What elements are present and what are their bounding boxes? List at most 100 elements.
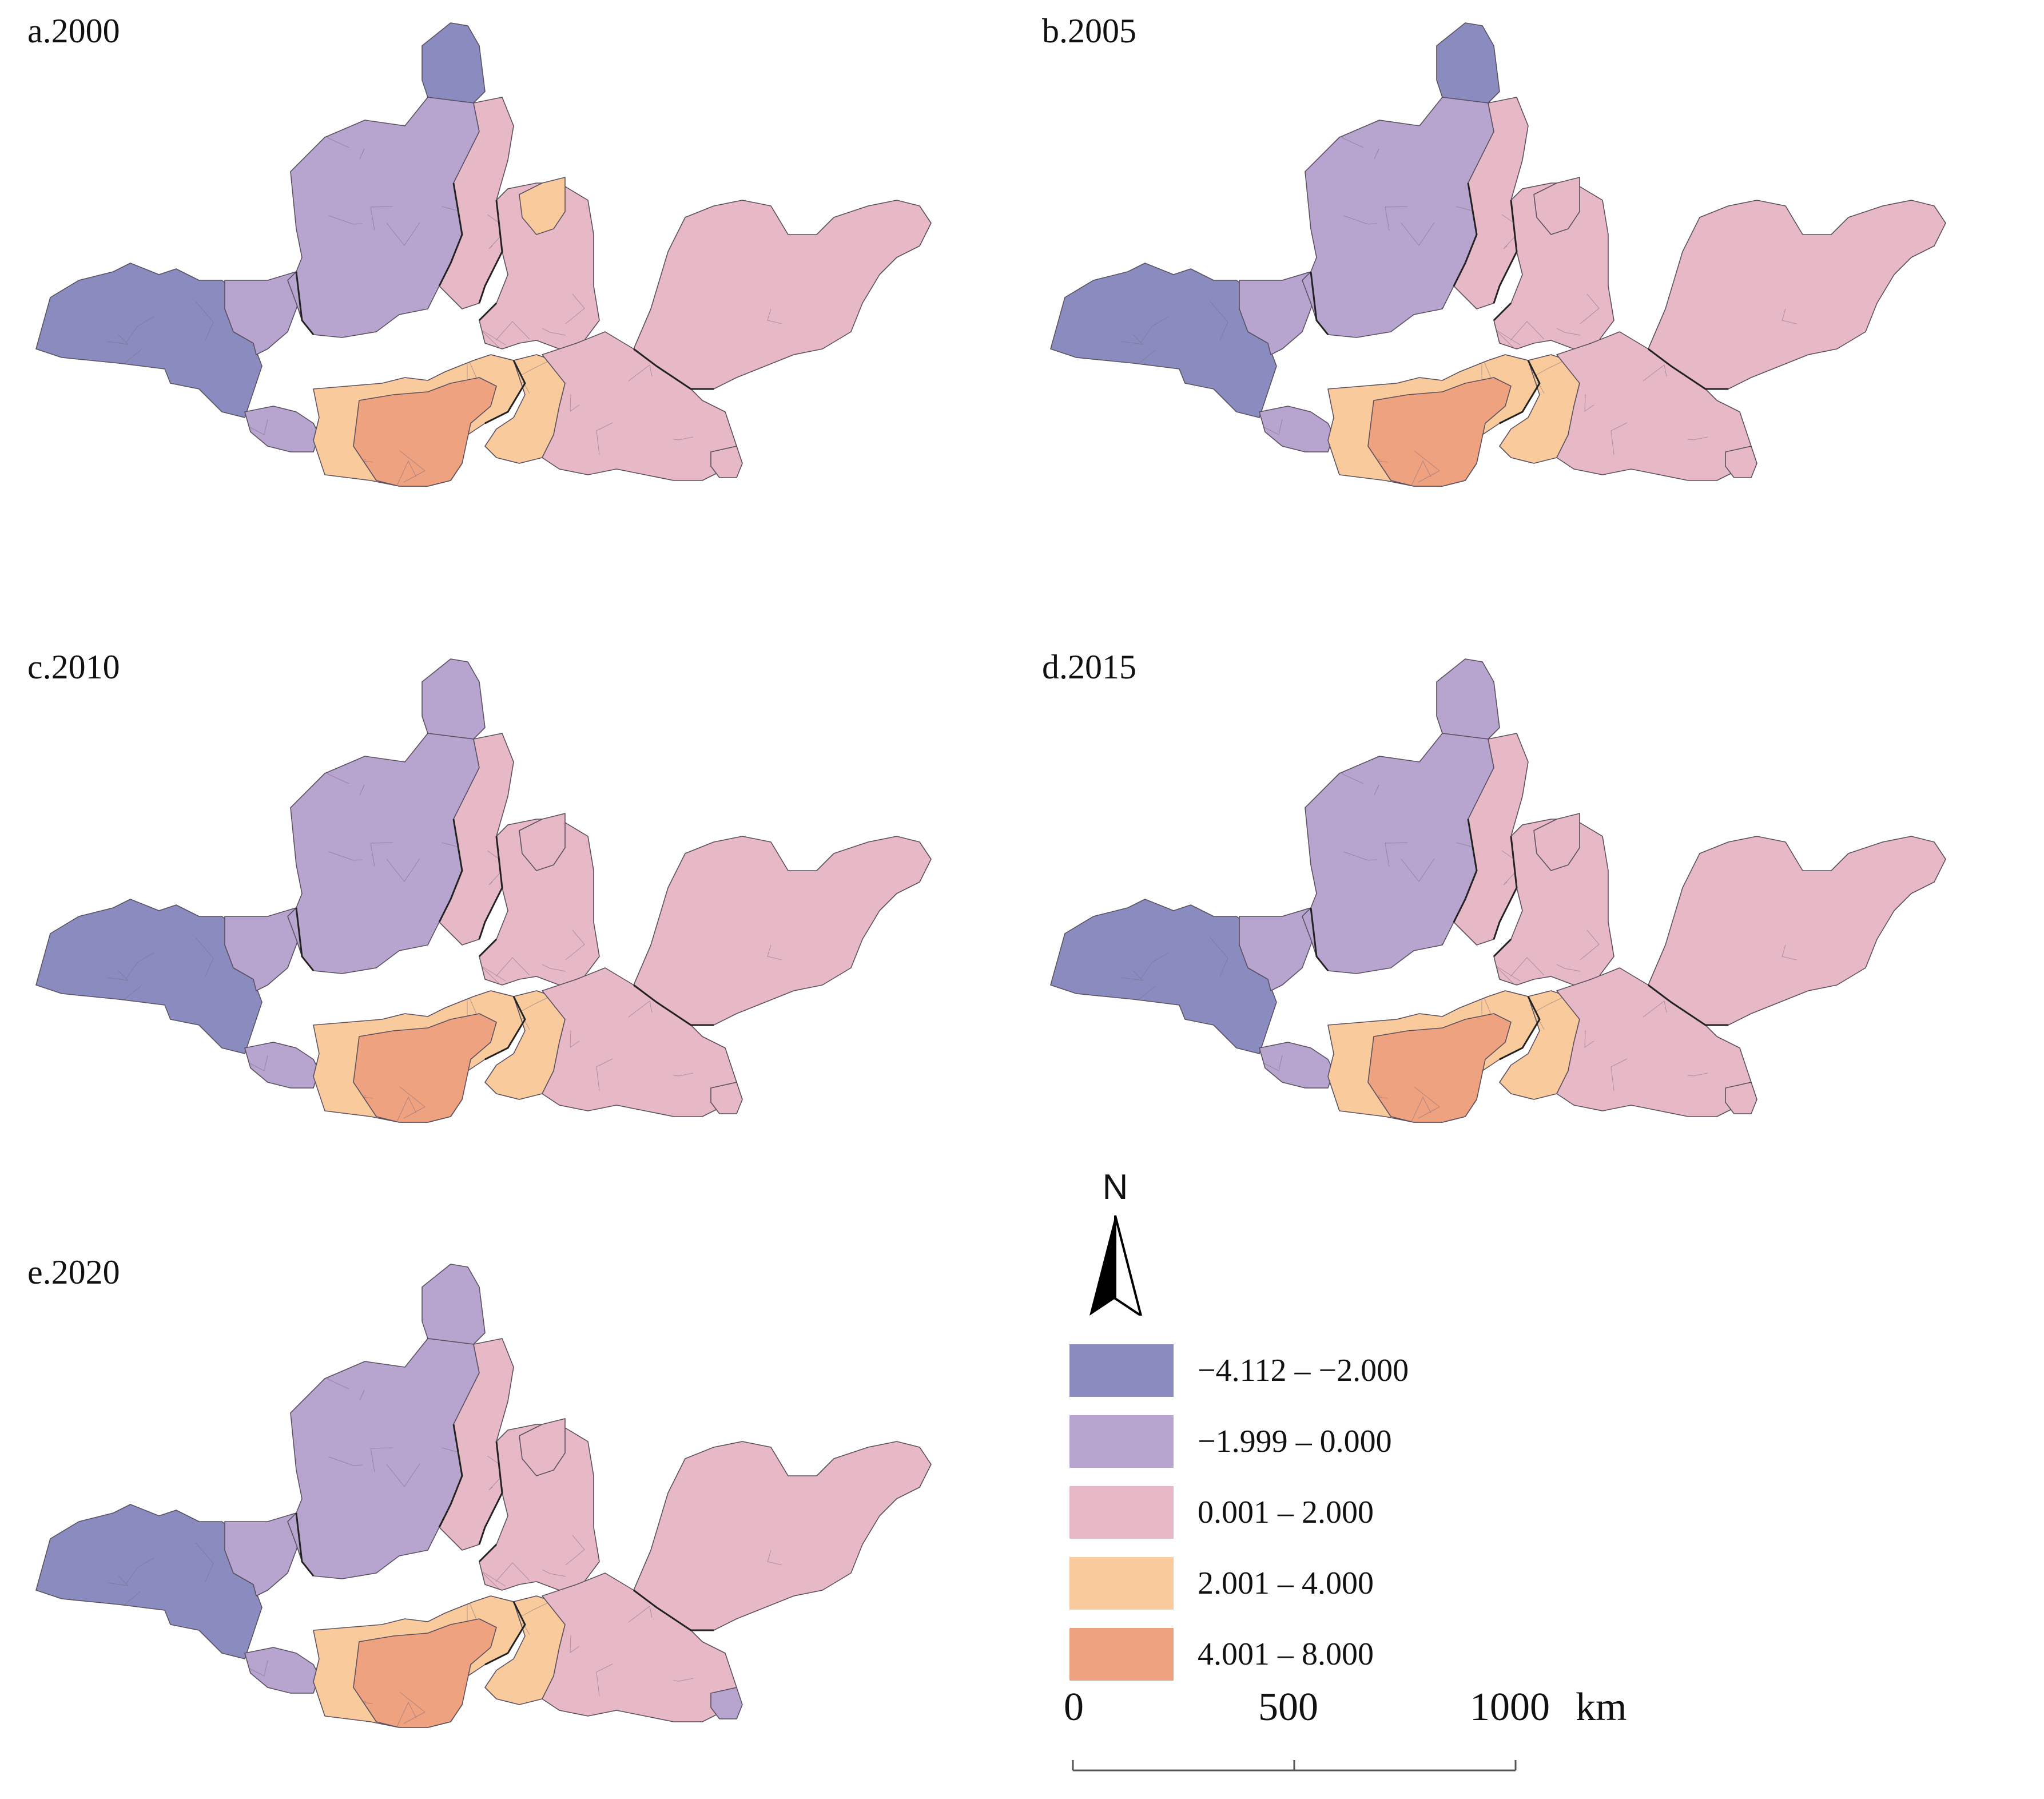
region-north-block <box>287 97 480 338</box>
scale-tick-1000: 1000 <box>1470 1685 1550 1729</box>
region-south-core <box>1367 1013 1512 1123</box>
region-central-n-spot <box>519 1418 566 1476</box>
map-panel-d: d.2015 <box>1042 648 1957 1151</box>
region-south-core <box>1367 377 1512 487</box>
region-west-mid <box>1239 271 1320 355</box>
region-north-tip <box>1436 658 1500 740</box>
region-central-n-spot <box>1533 177 1580 235</box>
region-se-spot <box>1725 446 1757 478</box>
region-west <box>35 899 263 1054</box>
county-boundaries <box>36 1504 262 1659</box>
north-label: N <box>1102 1167 1128 1207</box>
region-south-west <box>244 406 320 452</box>
province-boundaries <box>1310 819 1728 1061</box>
region-south-core <box>353 1013 497 1123</box>
province-boundaries <box>1310 182 1728 424</box>
region-south-core <box>353 1618 497 1728</box>
county-boundaries <box>1051 263 1276 418</box>
region-central-n-spot <box>519 813 566 871</box>
region-south-west <box>1259 406 1334 452</box>
choropleth-map <box>1050 658 1946 1123</box>
legend-swatch <box>1069 1628 1174 1681</box>
panel-label: a.2000 <box>27 12 120 50</box>
legend-item: 4.001 – 8.000 <box>1069 1628 1374 1681</box>
scale-bar: 0 500 1000 km <box>1064 1685 1636 1799</box>
panel-label: d.2015 <box>1042 648 1136 686</box>
region-north-block <box>287 1338 480 1579</box>
scale-line <box>1072 1760 1517 1772</box>
region-west-mid <box>224 1512 305 1597</box>
north-arrow: N <box>1081 1167 1150 1316</box>
region-west-mid <box>1239 907 1320 991</box>
scale-tick-500: 500 <box>1258 1685 1318 1729</box>
region-north-tip <box>421 22 486 104</box>
region-south-west <box>244 1647 320 1694</box>
panel-label: e.2020 <box>27 1253 120 1291</box>
region-central-n <box>479 819 600 986</box>
region-se-spot <box>710 1687 743 1719</box>
map-panel-b: b.2005 <box>1042 11 1957 515</box>
county-boundaries <box>1557 332 1751 480</box>
region-west <box>1050 263 1277 418</box>
legend-label: 0.001 – 2.000 <box>1198 1495 1374 1530</box>
region-central-n <box>479 182 600 350</box>
choropleth-map <box>35 22 932 487</box>
region-se-spot <box>710 446 743 478</box>
region-west <box>1050 899 1277 1054</box>
county-boundaries <box>1494 819 1614 985</box>
region-south-west <box>244 1042 320 1089</box>
region-central-n-spot <box>519 177 566 235</box>
county-boundaries <box>479 183 599 349</box>
region-north-tip <box>421 1264 486 1345</box>
region-east-big <box>633 200 932 390</box>
region-north-block <box>287 733 480 974</box>
legend-swatch <box>1069 1344 1174 1397</box>
legend-swatch <box>1069 1486 1174 1539</box>
region-north-tip <box>421 658 486 740</box>
region-north-tip <box>1436 22 1500 104</box>
region-east-big <box>1648 200 1946 390</box>
region-south-west <box>1259 1042 1334 1089</box>
legend-item: −4.112 – −2.000 <box>1069 1344 1409 1397</box>
legend-label: −4.112 – −2.000 <box>1198 1353 1409 1388</box>
legend-item: 0.001 – 2.000 <box>1069 1486 1374 1539</box>
region-se-spot <box>710 1082 743 1114</box>
legend-swatch <box>1069 1415 1174 1468</box>
region-se-spot <box>1725 1082 1757 1114</box>
north-arrow-icon <box>1089 1215 1143 1316</box>
choropleth-map <box>35 658 932 1123</box>
province-boundaries <box>295 1424 714 1666</box>
scale-tick-0: 0 <box>1064 1685 1084 1729</box>
county-boundaries <box>479 819 599 985</box>
region-south-core <box>353 377 497 487</box>
region-central-n-spot <box>1533 813 1580 871</box>
region-central-n <box>479 1424 600 1591</box>
legend: N −4.112 – −2.000 −1.999 – 0.000 0.001 –… <box>1064 1167 1693 1773</box>
region-central-n <box>1493 182 1614 350</box>
county-boundaries <box>1051 899 1276 1054</box>
choropleth-map <box>35 1264 932 1728</box>
region-central-n <box>1493 819 1614 986</box>
region-north-block <box>1302 733 1494 974</box>
legend-swatch <box>1069 1557 1174 1610</box>
province-boundaries <box>295 182 714 424</box>
region-west <box>35 263 263 418</box>
map-panel-a: a.2000 <box>27 11 943 515</box>
county-boundaries <box>542 968 737 1117</box>
province-boundaries <box>295 819 714 1061</box>
region-east-big <box>633 1441 932 1631</box>
legend-label: 4.001 – 8.000 <box>1198 1637 1374 1672</box>
panel-label: b.2005 <box>1042 12 1136 50</box>
panel-label: c.2010 <box>27 648 120 686</box>
map-panel-e: e.2020 <box>27 1253 943 1756</box>
scale-unit: km <box>1576 1685 1627 1729</box>
region-west-mid <box>224 271 305 355</box>
legend-item: −1.999 – 0.000 <box>1069 1415 1392 1468</box>
legend-item: 2.001 – 4.000 <box>1069 1557 1374 1610</box>
legend-label: −1.999 – 0.000 <box>1198 1424 1392 1459</box>
county-boundaries <box>36 899 262 1054</box>
county-boundaries <box>542 1573 737 1722</box>
county-boundaries <box>1557 968 1751 1117</box>
region-north-block <box>1302 97 1494 338</box>
county-boundaries <box>542 332 737 480</box>
